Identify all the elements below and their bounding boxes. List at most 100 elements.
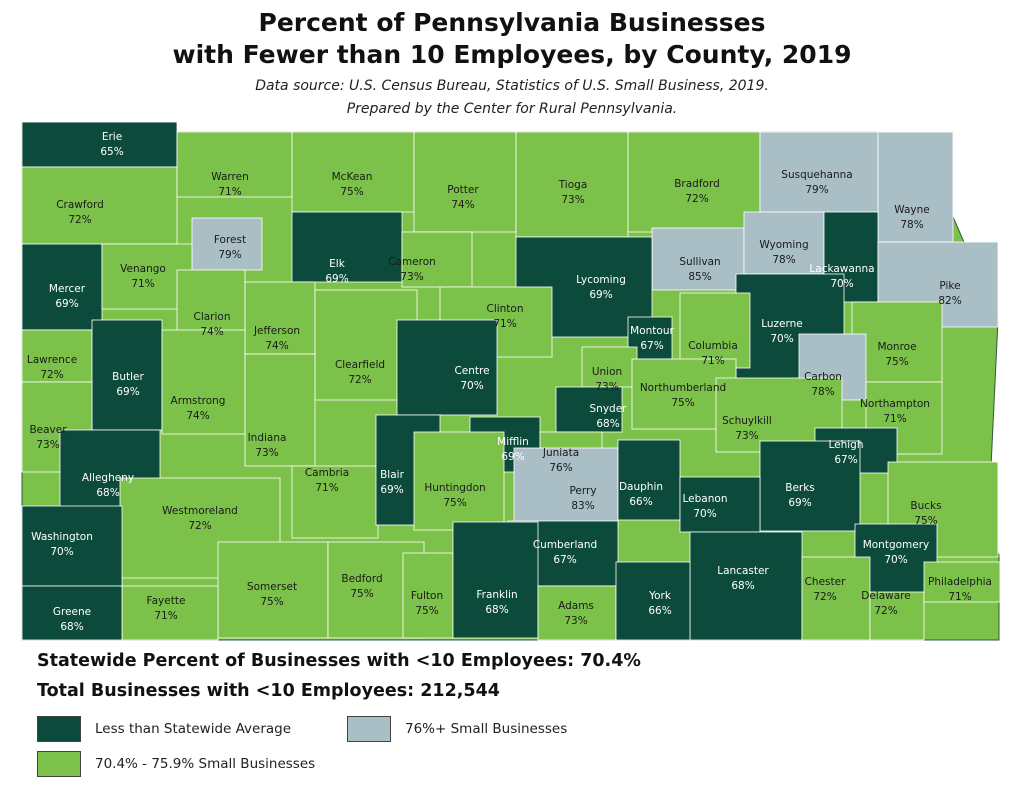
county-pct-centre: 70% (460, 380, 483, 392)
county-greene (21, 585, 123, 641)
county-label-allegheny: Allegheny (82, 472, 134, 484)
county-york (615, 561, 691, 641)
county-label-washington: Washington (31, 531, 93, 543)
county-pct-westmoreland: 72% (188, 520, 211, 532)
county-pct-delaware: 72% (874, 605, 897, 617)
county-pct-lawrence: 72% (40, 369, 63, 381)
county-label-chester: Chester (805, 576, 846, 588)
county-fayette (121, 585, 219, 641)
county-pct-jefferson: 74% (265, 340, 288, 352)
county-pct-blair: 69% (380, 484, 403, 496)
county-label-schuylkill: Schuylkill (722, 415, 772, 427)
county-chester (801, 556, 871, 641)
county-sullivan (651, 227, 745, 291)
county-label-armstrong: Armstrong (171, 395, 226, 407)
county-indiana (244, 353, 316, 467)
county-bradford (627, 131, 761, 233)
county-label-centre: Centre (454, 365, 489, 377)
county-label-susquehanna: Susquehanna (781, 169, 852, 181)
map-title-line-1: Percent of Pennsylvania Businesses (258, 8, 766, 37)
county-pct-philadelphia: 71% (948, 591, 971, 603)
county-pct-huntingdon: 75% (443, 497, 466, 509)
county-columbia (679, 292, 751, 369)
county-pct-venango: 71% (131, 278, 154, 290)
county-pct-clarion: 74% (200, 326, 223, 338)
county-label-york: York (648, 590, 672, 602)
county-pct-lancaster: 68% (731, 580, 754, 592)
county-snyder (555, 386, 623, 433)
county-pct-monroe: 75% (885, 356, 908, 368)
county-pct-northampton: 71% (883, 413, 906, 425)
county-label-lebanon: Lebanon (683, 493, 728, 505)
county-label-lackawanna: Lackawanna (809, 263, 874, 275)
county-pct-lehigh: 67% (834, 454, 857, 466)
county-pct-tioga: 73% (561, 194, 584, 206)
county-pct-juniata: 76% (549, 462, 572, 474)
county-label-wyoming: Wyoming (759, 239, 808, 251)
county-mercer (21, 243, 103, 331)
county-lancaster (689, 531, 803, 641)
county-pct-lebanon: 70% (693, 508, 716, 520)
county-huntingdon (413, 431, 505, 531)
county-pct-wyoming: 78% (772, 254, 795, 266)
county-pct-montgomery: 70% (884, 554, 907, 566)
county-label-huntingdon: Huntingdon (424, 482, 485, 494)
county-pct-franklin: 68% (485, 604, 508, 616)
county-mckean (291, 131, 415, 213)
county-pct-york: 66% (648, 605, 671, 617)
county-pct-perry: 83% (571, 500, 594, 512)
county-label-cameron: Cameron (388, 256, 436, 268)
county-lebanon (679, 476, 761, 533)
county-label-dauphin: Dauphin (619, 481, 663, 493)
county-pct-butler: 69% (116, 386, 139, 398)
county-label-carbon: Carbon (804, 371, 842, 383)
county-label-elk: Elk (329, 258, 346, 270)
county-pct-montour: 67% (640, 340, 663, 352)
map-title-line-2: with Fewer than 10 Employees, by County,… (172, 40, 852, 69)
county-pct-crawford: 72% (68, 214, 91, 226)
county-label-greene: Greene (53, 606, 91, 618)
county-pct-chester: 72% (813, 591, 836, 603)
county-pct-fayette: 71% (154, 610, 177, 622)
county-label-montour: Montour (630, 325, 674, 337)
county-perry (513, 447, 619, 525)
county-pct-bradford: 72% (685, 193, 708, 205)
county-label-lycoming: Lycoming (576, 274, 626, 286)
county-pct-lackawanna: 70% (830, 278, 853, 290)
county-philadelphia (923, 561, 1001, 603)
county-pct-fulton: 75% (415, 605, 438, 617)
county-jefferson (244, 281, 316, 355)
county-pct-carbon: 78% (811, 386, 834, 398)
legend-label: 76%+ Small Businesses (405, 721, 568, 737)
county-pct-mckean: 75% (340, 186, 363, 198)
county-label-pike: Pike (939, 280, 960, 292)
county-label-potter: Potter (447, 184, 479, 196)
county-armstrong (161, 329, 246, 435)
county-crawford (21, 166, 178, 245)
county-label-juniata: Juniata (542, 447, 579, 459)
county-pct-elk: 69% (325, 273, 348, 285)
county-pct-bedford: 75% (350, 588, 373, 600)
county-pct-sullivan: 85% (688, 271, 711, 283)
county-pct-dauphin: 66% (629, 496, 652, 508)
county-label-beaver: Beaver (29, 424, 67, 436)
statewide-percent: Statewide Percent of Businesses with <10… (37, 651, 641, 671)
county-pct-indiana: 73% (255, 447, 278, 459)
county-somerset (217, 541, 329, 639)
county-label-philadelphia: Philadelphia (928, 576, 992, 588)
county-pct-clearfield: 72% (348, 374, 371, 386)
county-label-indiana: Indiana (248, 432, 287, 444)
county-label-perry: Perry (569, 485, 596, 497)
county-label-blair: Blair (380, 469, 404, 481)
county-pct-erie: 65% (100, 146, 123, 158)
county-label-delaware: Delaware (861, 590, 910, 602)
county-label-wayne: Wayne (894, 204, 929, 216)
legend-label: Less than Statewide Average (95, 721, 292, 737)
county-cambria (291, 465, 379, 539)
legend-item-high: 76%+ Small Businesses (347, 716, 567, 742)
legend-label: 70.4% - 75.9% Small Businesses (95, 756, 316, 772)
county-tioga (515, 131, 629, 238)
county-pct-berks: 69% (788, 497, 811, 509)
county-pct-mercer: 69% (55, 298, 78, 310)
county-label-erie: Erie (102, 131, 122, 143)
